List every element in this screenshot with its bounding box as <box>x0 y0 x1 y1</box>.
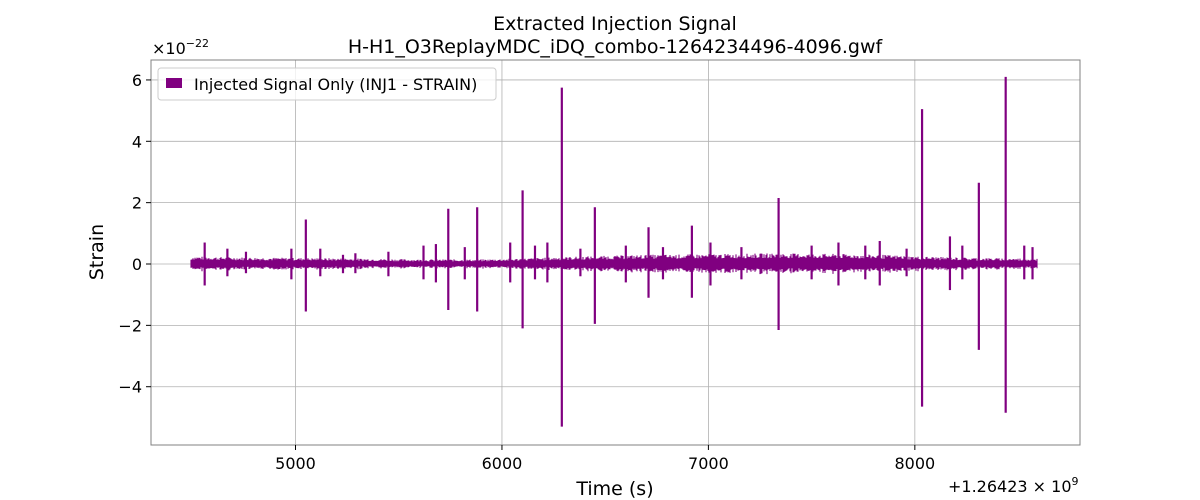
axes-frame <box>150 59 1081 446</box>
axis-ticks: 5000 6000 7000 8000 −4 −2 0 2 4 6 <box>118 71 935 473</box>
y-tick-label: 0 <box>132 255 142 274</box>
y-tick-label: 4 <box>132 132 142 151</box>
legend-swatch <box>166 78 182 88</box>
legend: Injected Signal Only (INJ1 - STRAIN) <box>157 67 497 101</box>
y-tick-label: 2 <box>132 194 142 213</box>
chart-subtitle: H-H1_O3ReplayMDC_iDQ_combo-1264234496-40… <box>348 36 884 58</box>
x-tick-label: 7000 <box>688 454 729 473</box>
legend-frame <box>157 67 497 101</box>
x-offset-exp: 9 <box>1072 475 1079 488</box>
chart-title: Extracted Injection Signal <box>493 13 737 35</box>
y-multiplier-base: ×10 <box>152 39 186 58</box>
y-tick-label: −4 <box>118 378 142 397</box>
plot-area <box>190 76 1038 427</box>
legend-label: Injected Signal Only (INJ1 - STRAIN) <box>194 75 477 94</box>
y-tick-label: 6 <box>132 71 142 90</box>
x-tick-label: 5000 <box>275 454 316 473</box>
y-multiplier-exp: −22 <box>186 37 209 50</box>
x-tick-label: 8000 <box>894 454 935 473</box>
x-offset-base: +1.26423 × 10 <box>948 477 1072 496</box>
y-tick-label: −2 <box>118 316 142 335</box>
y-multiplier-label: ×10−22 <box>152 37 209 58</box>
x-axis-label: Time (s) <box>575 478 653 500</box>
y-axis-label: Strain <box>86 224 108 280</box>
x-tick-label: 6000 <box>482 454 523 473</box>
x-offset-label: +1.26423 × 109 <box>948 475 1079 496</box>
